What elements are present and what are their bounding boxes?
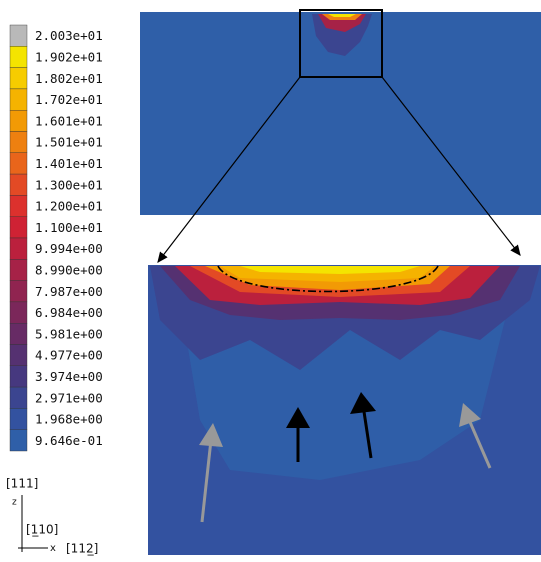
zoom-plot [148,265,541,555]
z-label: z [12,498,17,508]
colorbar-swatch [9,280,28,303]
colorbar-label: 2.971e+00 [35,390,103,405]
colorbar-label: 1.601e+01 [35,113,103,128]
y-direction: [1̲10] [26,523,58,537]
colorbar-label: 6.984e+00 [35,305,103,320]
colorbar-swatch [9,195,28,217]
colorbar-swatch [9,344,28,366]
colorbar-label: 1.200e+01 [35,199,103,214]
colorbar-swatch [9,429,28,452]
colorbar-swatch [9,408,28,430]
colorbar-label: 8.990e+00 [35,262,103,277]
colorbar-label: 1.100e+01 [35,220,103,235]
colorbar-swatch [9,46,28,68]
colorbar-label: 9.646e-01 [35,433,103,448]
colorbar-swatch [9,216,28,239]
colorbar-label: 1.702e+01 [35,92,103,107]
colorbar-label: 1.968e+00 [35,412,103,427]
colorbar-swatch [9,259,28,281]
x-direction: [112̲] [66,542,98,556]
colorbar: 2.003e+01 1.902e+01 1.802e+01 1.702e+01 1.60… [9,24,103,452]
colorbar-swatch [9,323,28,345]
colorbar-label: 9.994e+00 [35,241,103,256]
colorbar-swatch [9,131,28,153]
colorbar-label: 1.802e+01 [35,71,103,86]
colorbar-label: 1.501e+01 [35,135,103,150]
colorbar-swatch [9,365,28,388]
colorbar-swatch [9,237,28,260]
colorbar-label: 5.981e+00 [35,326,103,341]
colorbar-swatch [9,301,28,324]
colorbar-label: 1.902e+01 [35,49,103,64]
colorbar-label: 7.987e+00 [35,284,103,299]
colorbar-swatch [9,67,28,90]
colorbar-label: 1.401e+01 [35,156,103,171]
x-label: x [50,543,56,554]
colorbar-swatch [9,88,28,111]
overview-plot [140,9,541,215]
z-direction: [111] [6,477,38,491]
colorbar-swatch [9,109,28,132]
colorbar-swatch [9,152,28,175]
colorbar-swatch [9,173,28,196]
colorbar-label: 2.003e+01 [35,28,103,43]
colorbar-swatch [9,386,28,409]
colorbar-label: 3.974e+00 [35,369,103,384]
colorbar-label: 1.300e+01 [35,177,103,192]
colorbar-label: 4.977e+00 [35,348,103,363]
colorbar-swatch [9,24,28,47]
